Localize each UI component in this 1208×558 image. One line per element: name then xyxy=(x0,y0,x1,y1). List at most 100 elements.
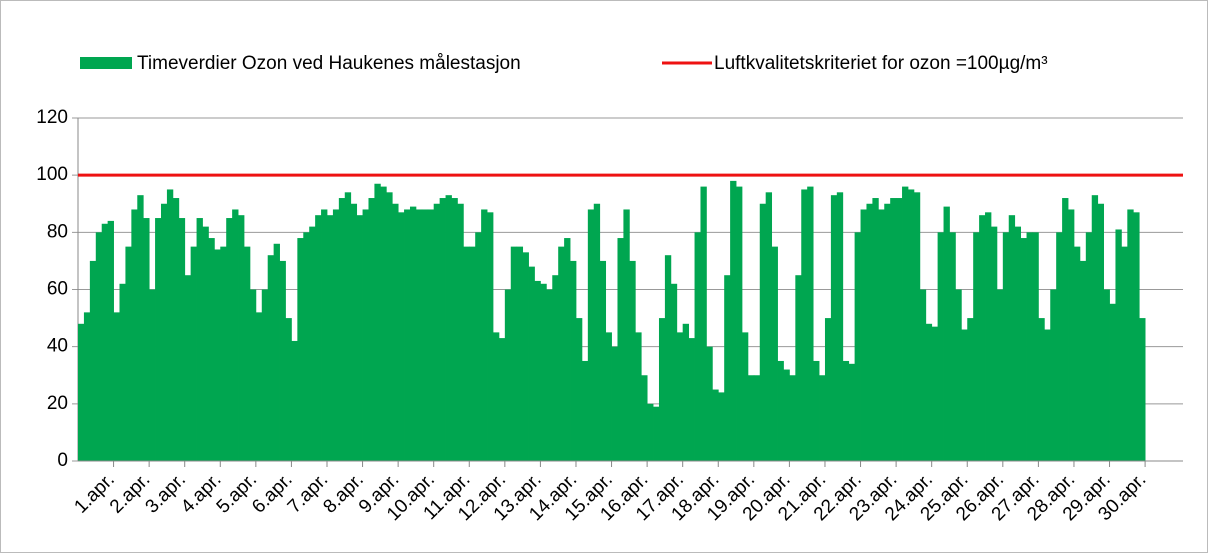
bar xyxy=(931,326,939,461)
bar xyxy=(297,238,304,461)
bar xyxy=(220,246,227,461)
bar xyxy=(119,283,126,461)
bar xyxy=(1002,232,1010,461)
bar xyxy=(736,186,743,461)
bar xyxy=(291,340,298,461)
bar xyxy=(487,212,494,461)
bar xyxy=(498,338,506,461)
bar xyxy=(1079,260,1087,461)
bar xyxy=(593,203,601,461)
y-tick-label: 20 xyxy=(47,393,68,414)
bar xyxy=(670,283,678,461)
bar xyxy=(261,289,269,461)
bar xyxy=(303,232,310,461)
bar xyxy=(907,189,915,462)
bar xyxy=(771,246,778,461)
bar xyxy=(368,198,375,462)
bar xyxy=(694,232,701,461)
bar xyxy=(801,189,808,462)
bar xyxy=(854,232,861,461)
bar xyxy=(700,186,707,461)
bar xyxy=(510,246,518,461)
bar xyxy=(990,226,998,461)
bar xyxy=(184,275,192,461)
bar xyxy=(315,215,322,461)
bar xyxy=(724,275,731,461)
bar xyxy=(398,212,405,461)
bar xyxy=(664,255,672,461)
bar xyxy=(439,198,446,462)
bar xyxy=(860,209,867,461)
bar xyxy=(469,246,476,461)
bar xyxy=(730,180,737,461)
bar xyxy=(765,192,773,462)
bar xyxy=(623,209,630,461)
bar xyxy=(249,289,257,461)
bar xyxy=(451,198,458,462)
bar xyxy=(433,203,441,461)
bar xyxy=(95,232,103,461)
bar xyxy=(78,323,85,461)
bar xyxy=(362,209,369,461)
bar xyxy=(1127,209,1134,461)
bar xyxy=(214,249,221,461)
y-tick-label: 100 xyxy=(36,164,68,185)
bar xyxy=(332,209,340,461)
bar xyxy=(1050,289,1057,461)
bar xyxy=(830,195,838,462)
bar xyxy=(83,312,91,461)
legend-label: Luftkvalitetskriteriet for ozon =100µg/m… xyxy=(714,53,1048,74)
bar xyxy=(878,209,885,461)
bar xyxy=(581,360,589,461)
bar xyxy=(558,246,565,461)
bar xyxy=(1121,246,1128,461)
bar xyxy=(1073,246,1081,461)
bar xyxy=(973,232,980,461)
bar xyxy=(996,289,1004,461)
y-tick-label: 60 xyxy=(47,279,68,300)
bar xyxy=(89,260,97,461)
bar xyxy=(967,318,974,461)
bar xyxy=(279,260,286,461)
bar xyxy=(457,203,464,461)
bar xyxy=(1097,203,1105,461)
bar xyxy=(522,252,529,461)
bar xyxy=(712,389,719,461)
bar xyxy=(1103,289,1110,461)
bar xyxy=(546,289,553,461)
bar xyxy=(232,209,239,461)
bar xyxy=(611,346,618,461)
bar xyxy=(516,246,524,461)
y-tick-label: 120 xyxy=(36,107,68,128)
bar xyxy=(321,209,328,461)
bar xyxy=(149,289,156,461)
y-tick-label: 40 xyxy=(47,336,68,357)
bar xyxy=(718,392,725,461)
bar xyxy=(427,209,435,461)
bar xyxy=(789,375,796,461)
bar xyxy=(255,312,263,461)
bar xyxy=(902,186,909,461)
bar xyxy=(238,215,245,461)
bar xyxy=(925,323,933,461)
bar xyxy=(386,192,393,462)
bar xyxy=(475,232,482,461)
bar xyxy=(326,215,334,461)
bar xyxy=(1085,232,1093,461)
bar xyxy=(753,375,761,461)
bar xyxy=(1062,198,1069,462)
bar xyxy=(741,332,749,461)
bar xyxy=(409,206,417,461)
bar xyxy=(155,218,162,461)
bar xyxy=(374,183,381,461)
bar xyxy=(107,220,114,461)
bar xyxy=(1032,232,1039,461)
bar xyxy=(866,203,873,461)
bar xyxy=(985,212,992,461)
bar xyxy=(338,198,346,462)
bar xyxy=(540,283,547,461)
legend-label: Timeverdier Ozon ved Haukenes målestasjo… xyxy=(137,53,521,74)
bar xyxy=(552,275,559,461)
bar xyxy=(1038,318,1045,461)
